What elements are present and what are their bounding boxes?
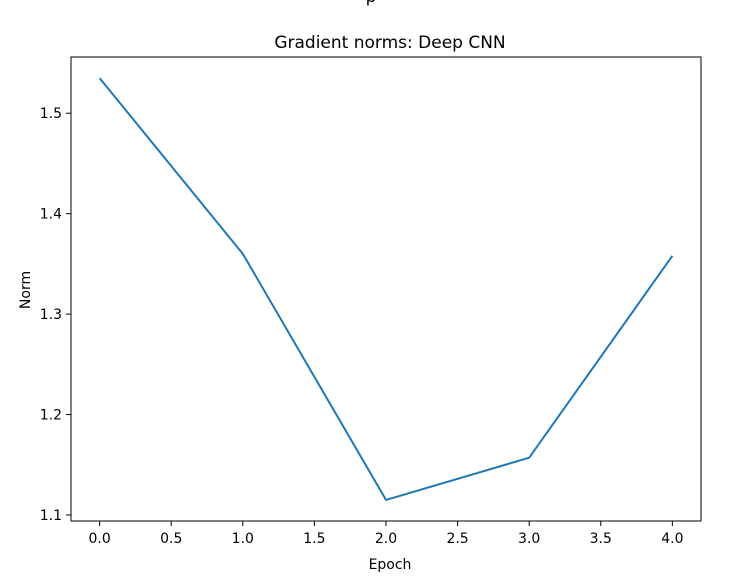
y-tick-label: 1.3 — [40, 307, 62, 323]
y-axis-label: Norm — [18, 271, 34, 309]
x-tick-label: 4.0 — [661, 531, 683, 547]
x-axis-label: Epoch — [369, 557, 412, 573]
x-tick-label: 3.0 — [518, 531, 540, 547]
x-tick-label: 3.5 — [590, 531, 612, 547]
y-tick-label: 1.1 — [40, 508, 62, 524]
x-tick-label: 1.0 — [232, 531, 254, 547]
x-tick-label: 1.5 — [303, 531, 325, 547]
series-lines — [98, 77, 674, 501]
x-tick-label: 2.0 — [375, 531, 397, 547]
x-axis-ticks: 0.0 0.5 1.0 1.5 2.0 2.5 3.0 3.5 4.0 — [89, 521, 683, 547]
y-axis-ticks: 1.1 1.2 1.3 1.4 1.5 — [40, 106, 71, 524]
series-line — [98, 77, 674, 501]
y-tick-label: 1.5 — [40, 106, 62, 122]
axes-frame — [70, 56, 702, 522]
y-tick-label: 1.4 — [40, 207, 62, 223]
x-tick-label: 2.5 — [446, 531, 468, 547]
top-clipped-text: p — [366, 0, 377, 7]
x-tick-label: 0.0 — [89, 531, 111, 547]
chart-title: Gradient norms: Deep CNN — [274, 33, 505, 53]
x-tick-label: 0.5 — [160, 531, 182, 547]
plot-area — [70, 56, 702, 522]
y-tick-label: 1.2 — [40, 408, 62, 424]
